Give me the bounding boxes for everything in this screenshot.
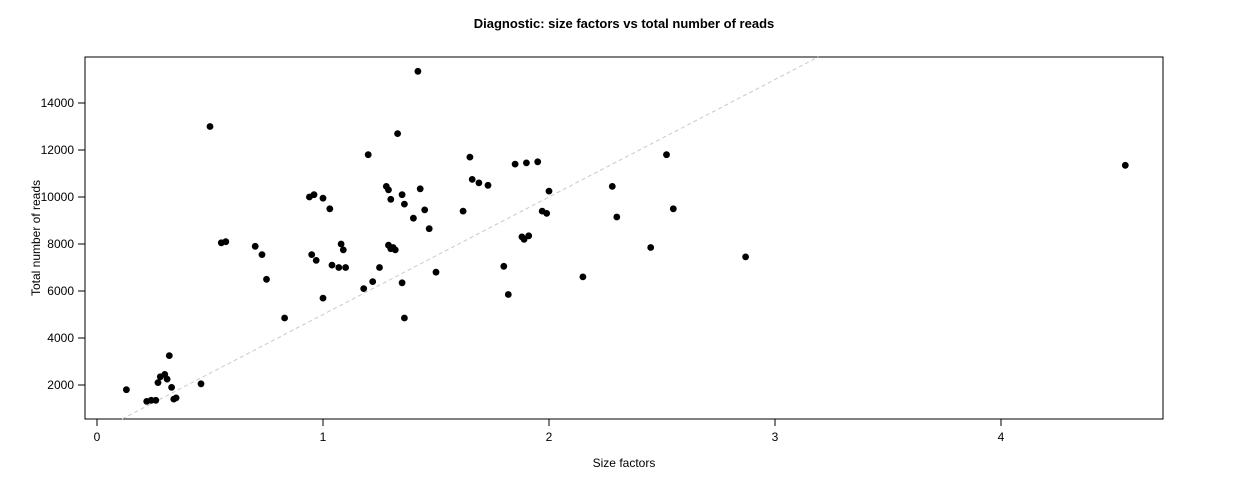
scatter-point	[281, 314, 288, 322]
scatter-point	[319, 294, 327, 302]
scatter-point	[328, 261, 336, 269]
data-points-group	[123, 67, 1129, 405]
x-axis-label: Size factors	[593, 456, 656, 470]
scatter-point	[263, 275, 270, 283]
scatter-point	[222, 238, 230, 246]
y-tick-label: 8000	[47, 237, 74, 251]
scatter-point	[308, 251, 316, 258]
scatter-point	[312, 257, 320, 264]
scatter-point	[669, 205, 677, 213]
scatter-point	[484, 181, 492, 189]
scatter-point	[525, 232, 533, 240]
y-tick-label: 2000	[47, 378, 74, 392]
scatter-point	[319, 194, 327, 202]
scatter-point	[391, 246, 399, 254]
scatter-point	[163, 375, 171, 383]
x-tick-label: 2	[546, 430, 553, 444]
x-tick-label: 0	[94, 430, 101, 444]
scatter-point	[337, 240, 345, 248]
y-tick-label: 12000	[41, 143, 75, 157]
scatter-point	[360, 285, 368, 292]
scatter-point	[369, 278, 377, 285]
scatter-point	[459, 207, 467, 215]
scatter-point	[608, 183, 616, 190]
x-tick-label: 4	[998, 430, 1005, 444]
plot-box	[84, 56, 1164, 420]
axes-group: 0 1 2 3 4 2000 4000 6000 8000 10000 12000 14000	[41, 96, 1005, 444]
scatter-point	[410, 214, 417, 222]
scatter-point	[123, 386, 130, 394]
scatter-point	[401, 314, 408, 322]
x-tick-label: 1	[320, 430, 327, 444]
y-axis-label: Total number of reads	[29, 180, 43, 296]
scatter-point	[663, 151, 670, 159]
reference-dashed-line	[121, 56, 819, 420]
scatter-point	[1121, 161, 1129, 169]
scatter-point	[387, 195, 395, 203]
scatter-point	[414, 67, 422, 75]
scatter-point	[613, 213, 621, 221]
scatter-point	[425, 225, 433, 233]
scatter-point	[742, 253, 749, 261]
scatter-point	[421, 206, 429, 214]
scatter-point	[326, 205, 334, 213]
scatter-point	[376, 264, 383, 271]
scatter-point	[468, 176, 476, 183]
scatter-point	[500, 262, 508, 270]
scatter-point	[416, 185, 424, 193]
scatter-point	[172, 394, 180, 402]
scatter-point	[545, 187, 553, 195]
scatter-point	[511, 160, 519, 168]
y-tick-label: 4000	[47, 331, 74, 345]
scatter-point	[466, 153, 474, 161]
scatter-point	[504, 291, 512, 298]
scatter-point	[432, 268, 440, 276]
scatter-point	[342, 264, 349, 271]
y-tick-label: 14000	[41, 96, 75, 110]
scatter-point	[339, 246, 347, 254]
scatter-point	[398, 191, 406, 199]
scatter-point	[579, 273, 587, 281]
y-tick-label: 10000	[41, 190, 75, 204]
scatter-point	[310, 191, 318, 199]
scatter-point	[543, 210, 551, 217]
x-tick-label: 3	[772, 430, 779, 444]
scatter-point	[647, 244, 655, 251]
scatter-point	[206, 123, 214, 130]
scatter-point	[475, 179, 483, 187]
scatter-point	[251, 242, 259, 250]
scatter-point	[165, 352, 173, 359]
scatter-point	[258, 251, 266, 258]
scatter-point	[523, 159, 530, 167]
scatter-point	[335, 264, 343, 271]
y-tick-label: 6000	[47, 284, 74, 298]
scatter-point	[385, 186, 392, 194]
scatter-point	[168, 384, 176, 391]
scatter-point	[398, 279, 406, 287]
scatter-point	[154, 379, 162, 386]
chart-title: Diagnostic: size factors vs total number…	[474, 16, 775, 31]
reference-line-group	[121, 56, 819, 420]
scatter-point	[534, 158, 542, 166]
scatter-point	[197, 380, 205, 388]
scatter-point	[520, 235, 528, 243]
scatter-point	[152, 396, 160, 404]
scatter-point	[401, 200, 408, 208]
scatter-point	[364, 151, 372, 159]
scatter-point	[394, 130, 401, 138]
